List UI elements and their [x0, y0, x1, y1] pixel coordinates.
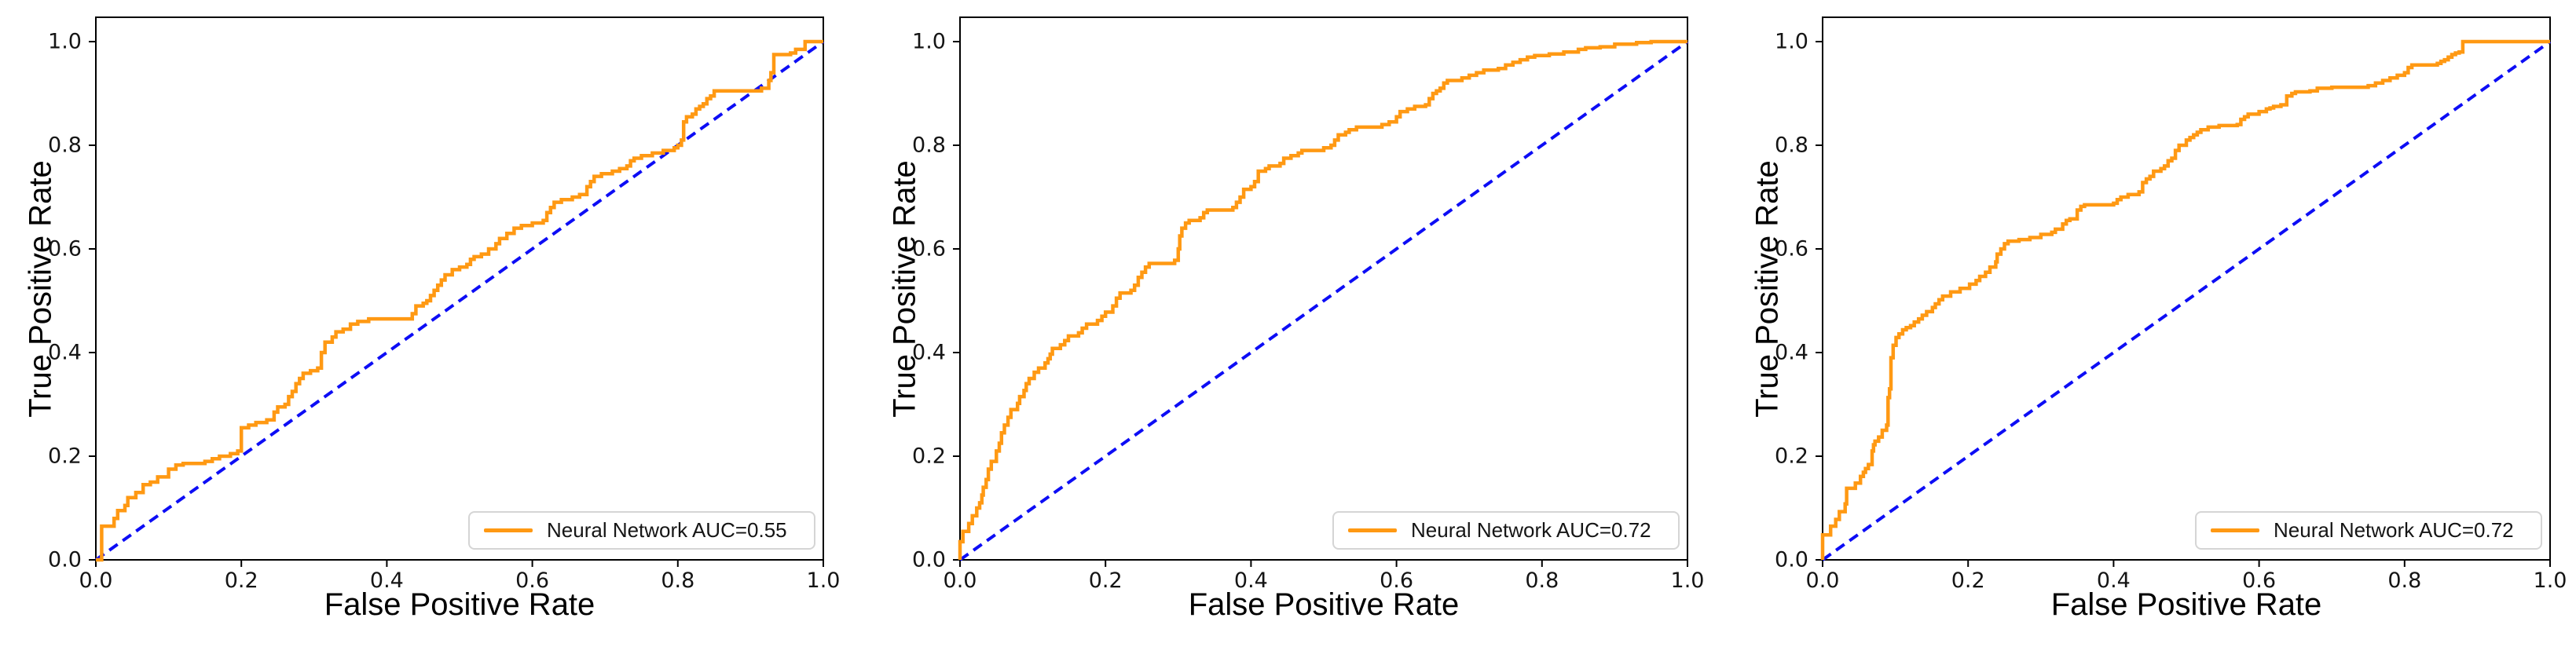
y-tick-label: 0.2 — [912, 444, 946, 469]
roc-curve — [958, 39, 1687, 560]
y-tick-label: 0.8 — [1775, 133, 1808, 158]
chart-canvas — [1816, 16, 2552, 567]
y-tick-label: 1.0 — [48, 29, 82, 54]
roc-panel-2: True Positive Rate False Positive Rate N… — [864, 0, 1728, 647]
y-tick-label: 0.6 — [48, 236, 82, 261]
x-tick-label: 0.6 — [1380, 568, 1414, 593]
x-tick-label: 0.0 — [1805, 568, 1840, 593]
chance-line — [94, 40, 825, 561]
y-axis-label: True Positive Rate — [1750, 160, 1785, 418]
roc-curve — [96, 39, 823, 562]
y-tick-label: 1.0 — [912, 29, 946, 54]
x-tick-label: 0.2 — [224, 568, 258, 593]
x-tick-label: 0.2 — [1088, 568, 1123, 593]
x-tick-label: 1.0 — [1670, 568, 1705, 593]
legend-line-swatch — [2211, 528, 2259, 532]
y-tick-label: 0.4 — [912, 340, 946, 365]
y-tick-label: 0.6 — [1775, 236, 1808, 261]
chance-line — [958, 40, 1689, 561]
x-tick-label: 0.8 — [661, 568, 695, 593]
axes-frame — [1822, 16, 2551, 561]
x-tick-label: 0.6 — [515, 568, 550, 593]
axes-frame — [959, 16, 1688, 561]
x-tick-label: 0.6 — [2242, 568, 2277, 593]
x-tick-label: 1.0 — [806, 568, 841, 593]
y-axis-label: True Positive Rate — [887, 160, 922, 418]
x-tick-label: 0.8 — [2387, 568, 2422, 593]
legend-label: Neural Network AUC=0.72 — [1411, 518, 1651, 542]
legend: Neural Network AUC=0.72 — [2195, 511, 2542, 550]
y-tick-label: 0.0 — [48, 547, 82, 572]
legend-label: Neural Network AUC=0.55 — [547, 518, 787, 542]
legend: Neural Network AUC=0.72 — [1332, 511, 1680, 550]
x-tick-label: 0.4 — [369, 568, 404, 593]
x-axis-label: False Positive Rate — [1188, 587, 1460, 622]
x-tick-label: 0.0 — [79, 568, 113, 593]
x-tick-label: 1.0 — [2533, 568, 2567, 593]
y-tick-label: 0.4 — [48, 340, 82, 365]
y-tick-label: 0.0 — [1775, 547, 1808, 572]
y-axis-label: True Positive Rate — [23, 160, 58, 418]
chart-canvas — [953, 16, 1689, 567]
y-tick-label: 0.8 — [912, 133, 946, 158]
x-axis-label: False Positive Rate — [2050, 587, 2322, 622]
x-tick-label: 0.4 — [1233, 568, 1268, 593]
axes-frame — [95, 16, 824, 561]
y-tick-label: 0.4 — [1775, 340, 1808, 365]
legend-line-swatch — [484, 528, 533, 532]
y-tick-label: 1.0 — [1775, 29, 1808, 54]
roc-panel-1: True Positive Rate False Positive Rate N… — [0, 0, 864, 647]
y-tick-label: 0.6 — [912, 236, 946, 261]
chart-canvas — [89, 16, 825, 567]
legend: Neural Network AUC=0.55 — [468, 511, 815, 550]
x-axis-label: False Positive Rate — [324, 587, 595, 622]
x-tick-label: 0.4 — [2096, 568, 2131, 593]
x-tick-label: 0.2 — [1951, 568, 1985, 593]
roc-panel-3: True Positive Rate False Positive Rate N… — [1727, 0, 2576, 647]
y-tick-label: 0.2 — [48, 444, 82, 469]
y-tick-label: 0.0 — [912, 547, 946, 572]
x-tick-label: 0.0 — [943, 568, 977, 593]
legend-line-swatch — [1348, 528, 1397, 532]
roc-curve — [1820, 39, 2550, 560]
y-tick-label: 0.2 — [1775, 444, 1808, 469]
legend-label: Neural Network AUC=0.72 — [2274, 518, 2514, 542]
x-tick-label: 0.8 — [1525, 568, 1559, 593]
y-tick-label: 0.8 — [48, 133, 82, 158]
chance-line — [1821, 40, 2552, 561]
